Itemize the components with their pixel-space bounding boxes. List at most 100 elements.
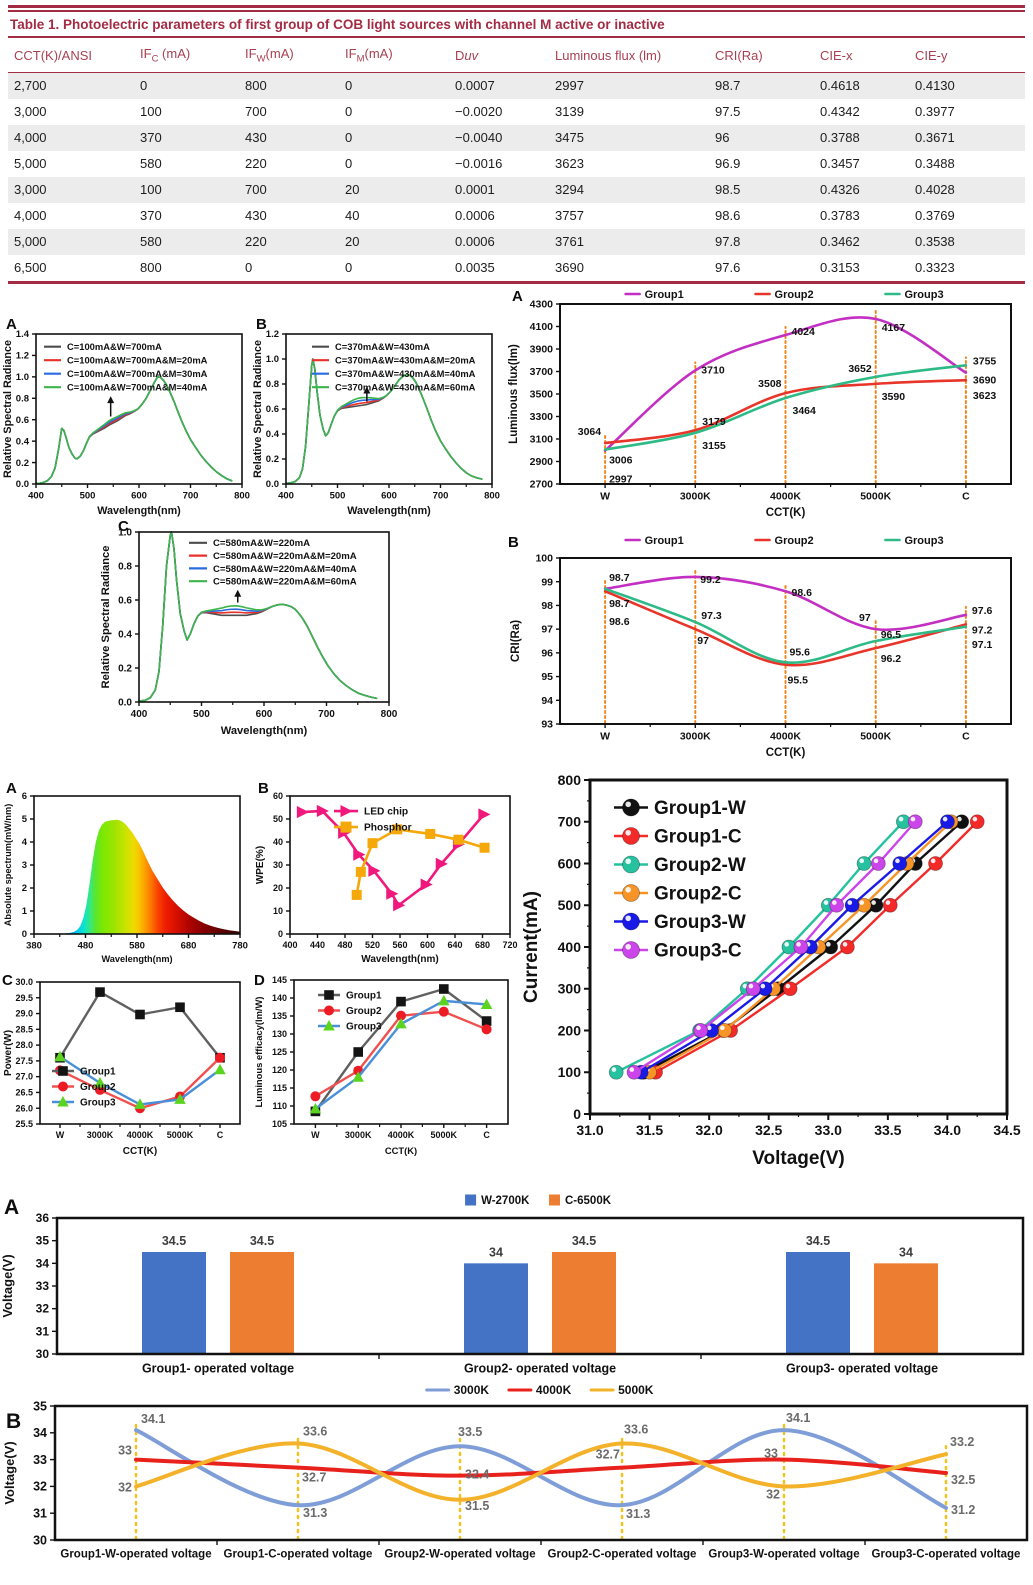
- table-cell: 370: [140, 208, 162, 224]
- table-cell: 0: [245, 260, 253, 276]
- svg-text:C=100mA&W=700mA&M=40mA: C=100mA&W=700mA&M=40mA: [67, 381, 208, 392]
- svg-text:C: C: [483, 1130, 490, 1140]
- table-header-row: CCT(K)/ANSI IFC (mA) IFW(mA) IFM(mA) Duv Lumi…: [8, 38, 1025, 73]
- table-cell: 3690: [555, 260, 584, 276]
- svg-text:96.5: 96.5: [881, 629, 902, 641]
- table-cell: 4,000: [14, 130, 47, 146]
- svg-text:33.5: 33.5: [458, 1425, 482, 1439]
- table-row: 4,000 370 430 0 −0.0040 3475 96 0.3788 0.3671: [8, 124, 1025, 151]
- svg-text:5: 5: [22, 814, 28, 825]
- absolute-spectrum-chart: 0 1 2 3 4 5 6 380 480 580 680 780 Wavelength(nm) Abso…: [2, 772, 252, 968]
- svg-text:600: 600: [256, 709, 273, 720]
- svg-text:Wavelength(nm): Wavelength(nm): [347, 505, 431, 517]
- svg-text:120: 120: [272, 1065, 287, 1075]
- svg-text:0.0: 0.0: [266, 479, 279, 490]
- luminous-flux-chart: 2700 2900 3100 3300 3500 3700 3900 4100 4300 W 300…: [505, 284, 1033, 524]
- svg-text:0: 0: [278, 929, 283, 939]
- svg-text:500: 500: [558, 897, 582, 913]
- svg-text:300: 300: [558, 981, 582, 997]
- svg-text:32: 32: [766, 1487, 780, 1501]
- table-row: 4,000 370 430 40 0.0006 3757 98.6 0.3783 0.3769: [8, 203, 1025, 229]
- svg-text:480: 480: [337, 940, 352, 950]
- svg-text:Group1: Group1: [645, 535, 684, 547]
- svg-text:Group3-W-operated voltage: Group3-W-operated voltage: [708, 1549, 859, 1561]
- svg-text:1.0: 1.0: [118, 527, 132, 538]
- svg-text:5000K: 5000K: [167, 1130, 194, 1140]
- table-cell: 0: [345, 156, 353, 172]
- current-voltage-chart: 0 100 200 300 400 500 600 700 800 31.0 31.5 32.0 32.…: [520, 766, 1033, 1170]
- svg-text:700: 700: [183, 491, 199, 502]
- svg-text:3006: 3006: [609, 455, 633, 467]
- svg-text:32: 32: [33, 1480, 47, 1494]
- table-cell: 580: [140, 234, 162, 250]
- panel-letter-cri: B: [508, 534, 519, 551]
- svg-text:Luminous flux(lm): Luminous flux(lm): [508, 344, 520, 444]
- svg-text:1.2: 1.2: [266, 329, 279, 340]
- table-cell: 580: [140, 156, 162, 172]
- svg-text:110: 110: [272, 1101, 287, 1111]
- table-cell: 800: [140, 260, 162, 276]
- svg-text:94: 94: [541, 695, 553, 707]
- svg-text:3064: 3064: [578, 426, 602, 438]
- svg-text:580: 580: [129, 941, 145, 952]
- table-cell: 100: [140, 182, 162, 198]
- svg-text:3590: 3590: [882, 391, 906, 403]
- svg-text:800: 800: [558, 772, 582, 788]
- table-cell: 100: [140, 104, 162, 120]
- svg-text:0.4: 0.4: [266, 429, 280, 440]
- svg-text:34.5: 34.5: [162, 1234, 186, 1248]
- svg-text:Group1: Group1: [80, 1067, 116, 1078]
- table-cell: 2997: [555, 78, 584, 94]
- svg-text:3755: 3755: [973, 355, 997, 367]
- svg-text:560: 560: [392, 940, 407, 950]
- svg-text:95.6: 95.6: [790, 646, 811, 658]
- table-cell: 98.5: [715, 182, 741, 198]
- svg-text:97: 97: [697, 635, 709, 647]
- svg-text:4000K: 4000K: [536, 1383, 572, 1397]
- svg-text:31.3: 31.3: [303, 1506, 327, 1520]
- svg-text:W: W: [600, 731, 610, 743]
- svg-text:4100: 4100: [530, 321, 554, 333]
- table-cell: 0: [345, 104, 353, 120]
- column-header-0: CCT(K)/ANSI: [8, 38, 134, 73]
- svg-text:800: 800: [381, 709, 398, 720]
- svg-text:Relative Spectral Radiance: Relative Spectral Radiance: [252, 340, 264, 478]
- svg-text:27.0: 27.0: [15, 1072, 33, 1082]
- column-header-1: IFC (mA): [134, 38, 239, 73]
- table-cell: 6,500: [14, 260, 47, 276]
- table-cell: 0: [345, 78, 353, 94]
- svg-text:400: 400: [558, 939, 582, 955]
- table-cell: 2,700: [14, 78, 47, 94]
- svg-text:1.4: 1.4: [16, 329, 30, 340]
- svg-text:30.0: 30.0: [15, 977, 33, 987]
- table-top-rule-2: [8, 10, 1025, 12]
- table-cell: 0.3783: [820, 208, 860, 224]
- svg-text:400: 400: [28, 491, 44, 502]
- table-cell: 3757: [555, 208, 584, 224]
- table-cell: 700: [245, 104, 267, 120]
- svg-text:Group1-C: Group1-C: [654, 827, 742, 848]
- panel-letter-spectral-a: A: [6, 316, 17, 333]
- svg-text:5000K: 5000K: [860, 491, 891, 503]
- svg-text:CRI(Ra): CRI(Ra): [510, 620, 522, 662]
- svg-text:25.5: 25.5: [15, 1119, 33, 1129]
- svg-text:3508: 3508: [758, 378, 782, 390]
- svg-text:1.2: 1.2: [16, 351, 29, 362]
- svg-text:0.4: 0.4: [16, 436, 30, 447]
- svg-text:0.0: 0.0: [118, 697, 132, 708]
- svg-text:C: C: [962, 491, 970, 503]
- abs_spectrum-svg: 0 1 2 3 4 5 6 380 480 580 680 780 Wavelength(nm) Abso…: [3, 791, 248, 964]
- table-cell: 96: [715, 130, 730, 146]
- svg-text:380: 380: [26, 941, 42, 952]
- svg-text:60: 60: [273, 791, 283, 801]
- svg-text:Power(W): Power(W): [3, 1030, 14, 1076]
- svg-text:30: 30: [36, 1347, 50, 1361]
- svg-text:800: 800: [234, 491, 250, 502]
- svg-text:C=370mA&W=430mA&M=60mA: C=370mA&W=430mA&M=60mA: [335, 381, 476, 392]
- svg-text:Relative Spectral Radiance: Relative Spectral Radiance: [2, 340, 14, 478]
- svg-text:W: W: [311, 1130, 320, 1140]
- svg-text:30: 30: [273, 860, 283, 870]
- table-cell: 20: [345, 182, 360, 198]
- table-cell: 0.4342: [820, 104, 860, 120]
- svg-text:Wavelength(nm): Wavelength(nm): [97, 505, 181, 517]
